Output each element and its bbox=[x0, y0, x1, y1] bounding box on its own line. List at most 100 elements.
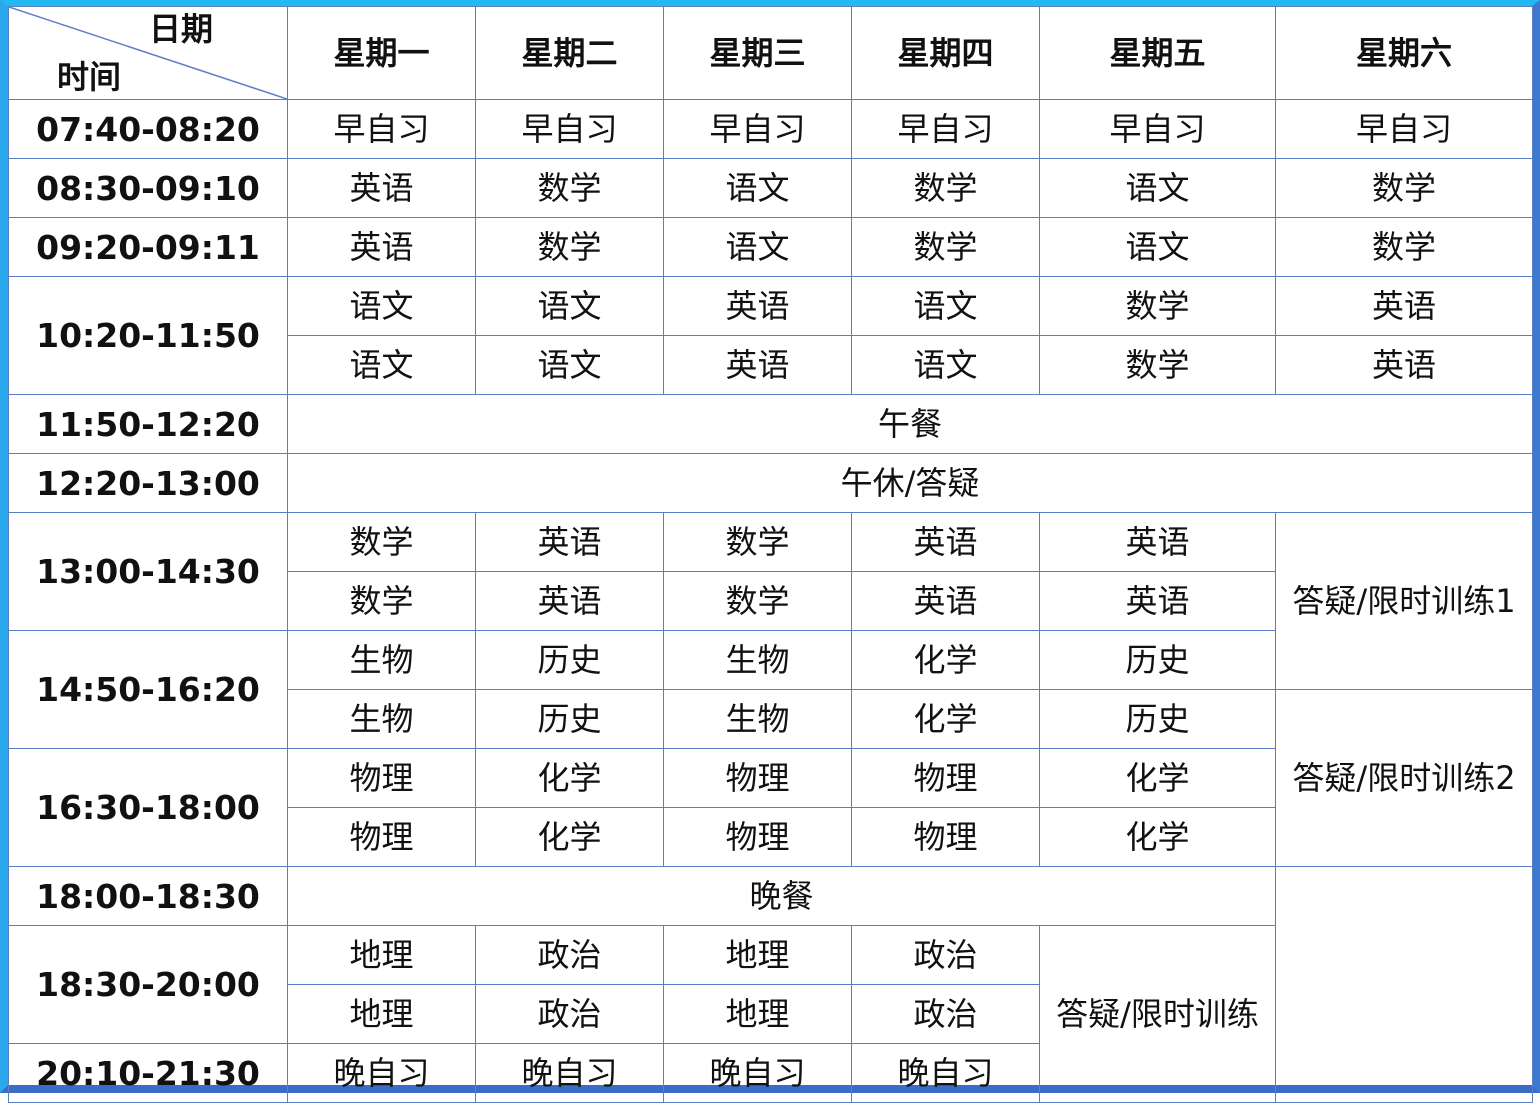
schedule-row: 14:50-16:20 生物 历史 生物 化学 历史 bbox=[8, 630, 1533, 749]
class-cell: 物理 bbox=[287, 807, 476, 867]
class-cell: 化学 bbox=[1039, 748, 1276, 808]
class-cell: 化学 bbox=[1039, 807, 1276, 867]
class-cell: 晚自习 bbox=[851, 1043, 1040, 1103]
class-cell: 数学 bbox=[287, 571, 476, 631]
class-cell: 晚自习 bbox=[287, 1043, 476, 1103]
class-cell: 晚自习 bbox=[475, 1043, 664, 1103]
corner-time-label: 时间 bbox=[57, 58, 122, 96]
class-cell: 地理 bbox=[287, 984, 476, 1044]
class-cell: 政治 bbox=[475, 925, 664, 985]
schedule-row: 18:00-18:30 晚餐 bbox=[8, 866, 1533, 1103]
schedule-row: 生物 历史 生物 化学 历史 答疑/限时训练2 bbox=[9, 689, 1533, 867]
corner-date-label: 日期 bbox=[149, 10, 214, 48]
class-cell: 数学 bbox=[663, 571, 852, 631]
schedule-row: 12:20-13:00 午休/答疑 bbox=[8, 453, 1533, 513]
time-slot: 09:20-09:11 bbox=[8, 217, 288, 277]
class-cell: 午餐 bbox=[287, 394, 1533, 454]
class-cell: 早自习 bbox=[663, 99, 852, 159]
class-cell: 化学 bbox=[475, 807, 664, 867]
class-cell bbox=[1275, 866, 1533, 1103]
class-cell: 英语 bbox=[287, 217, 476, 277]
class-cell: 物理 bbox=[851, 748, 1040, 808]
class-cell: 英语 bbox=[475, 571, 664, 631]
class-cell: 英语 bbox=[1275, 276, 1533, 336]
time-slot: 18:00-18:30 bbox=[8, 866, 288, 926]
time-slot: 14:50-16:20 bbox=[8, 630, 288, 749]
class-cell: 数学 bbox=[475, 217, 664, 277]
time-slot: 11:50-12:20 bbox=[8, 394, 288, 454]
class-cell: 英语 bbox=[287, 158, 476, 218]
class-cell: 地理 bbox=[663, 925, 852, 985]
class-cell: 晚自习 bbox=[663, 1043, 852, 1103]
class-cell: 早自习 bbox=[1039, 99, 1276, 159]
header-row: 日期 时间 星期一 星期二 星期三 星期四 星期五 星期六 bbox=[8, 6, 1533, 100]
class-cell: 英语 bbox=[1275, 335, 1533, 395]
class-cell: 语文 bbox=[1039, 217, 1276, 277]
time-slot: 10:20-11:50 bbox=[8, 276, 288, 395]
class-cell: 语文 bbox=[475, 276, 664, 336]
class-cell: 语文 bbox=[663, 158, 852, 218]
class-cell: 语文 bbox=[287, 335, 476, 395]
class-cell: 数学 bbox=[475, 158, 664, 218]
class-cell: 英语 bbox=[1039, 571, 1276, 631]
class-cell: 晚餐 bbox=[287, 866, 1276, 926]
class-cell: 英语 bbox=[663, 276, 852, 336]
day-header: 星期四 bbox=[851, 6, 1040, 100]
schedule-row: 18:30-20:00 地理 政治 地理 政治 答疑/限时训练 bbox=[8, 925, 1533, 1103]
time-slot: 18:30-20:00 bbox=[8, 925, 288, 1044]
class-cell: 语文 bbox=[475, 335, 664, 395]
class-cell: 物理 bbox=[663, 748, 852, 808]
time-slot: 16:30-18:00 bbox=[8, 748, 288, 867]
day-header: 星期三 bbox=[663, 6, 852, 100]
class-cell: 答疑/限时训练 bbox=[1039, 925, 1276, 1103]
day-header: 星期二 bbox=[475, 6, 664, 100]
class-cell: 物理 bbox=[851, 807, 1040, 867]
schedule-row: 07:40-08:20 早自习 早自习 早自习 早自习 早自习 早自习 bbox=[8, 99, 1533, 159]
class-cell: 生物 bbox=[663, 630, 852, 690]
class-cell: 地理 bbox=[663, 984, 852, 1044]
class-cell: 生物 bbox=[287, 630, 476, 690]
class-cell: 物理 bbox=[663, 807, 852, 867]
class-cell: 政治 bbox=[475, 984, 664, 1044]
class-cell: 数学 bbox=[851, 158, 1040, 218]
class-cell: 数学 bbox=[1275, 158, 1533, 218]
class-cell: 英语 bbox=[663, 335, 852, 395]
schedule-row: 数学 英语 数学 英语 英语 bbox=[9, 571, 1533, 631]
class-cell: 历史 bbox=[1039, 630, 1276, 690]
time-slot: 07:40-08:20 bbox=[8, 99, 288, 159]
class-cell: 英语 bbox=[475, 512, 664, 572]
class-cell: 语文 bbox=[1039, 158, 1276, 218]
class-cell: 化学 bbox=[475, 748, 664, 808]
class-cell: 历史 bbox=[475, 689, 664, 749]
class-cell: 早自习 bbox=[851, 99, 1040, 159]
schedule-row: 13:00-14:30 数学 英语 数学 英语 英语 答疑/限时训练1 bbox=[8, 512, 1533, 690]
day-header: 星期五 bbox=[1039, 6, 1276, 100]
class-cell: 答疑/限时训练2 bbox=[1275, 689, 1533, 867]
class-cell: 数学 bbox=[1039, 335, 1276, 395]
class-cell: 数学 bbox=[1275, 217, 1533, 277]
class-cell: 早自习 bbox=[1275, 99, 1533, 159]
day-header: 星期六 bbox=[1275, 6, 1533, 100]
class-cell: 历史 bbox=[475, 630, 664, 690]
time-slot: 13:00-14:30 bbox=[8, 512, 288, 631]
class-cell: 早自习 bbox=[475, 99, 664, 159]
class-cell: 英语 bbox=[851, 512, 1040, 572]
schedule-row: 09:20-09:11 英语 数学 语文 数学 语文 数学 bbox=[8, 217, 1533, 277]
timetable: 日期 时间 星期一 星期二 星期三 星期四 星期五 星期六 07:40-08:2… bbox=[8, 6, 1533, 1103]
class-cell: 英语 bbox=[1039, 512, 1276, 572]
class-cell: 政治 bbox=[851, 925, 1040, 985]
time-slot: 12:20-13:00 bbox=[8, 453, 288, 513]
class-cell: 数学 bbox=[663, 512, 852, 572]
time-slot: 08:30-09:10 bbox=[8, 158, 288, 218]
class-cell: 英语 bbox=[851, 571, 1040, 631]
class-cell: 午休/答疑 bbox=[287, 453, 1533, 513]
class-cell: 早自习 bbox=[287, 99, 476, 159]
class-cell: 语文 bbox=[851, 335, 1040, 395]
class-cell: 答疑/限时训练1 bbox=[1275, 512, 1533, 690]
class-cell: 生物 bbox=[663, 689, 852, 749]
schedule-row: 10:20-11:50 语文 语文 英语 语文 数学 英语 bbox=[8, 276, 1533, 395]
time-slot: 20:10-21:30 bbox=[8, 1043, 288, 1103]
class-cell: 数学 bbox=[1039, 276, 1276, 336]
class-cell: 物理 bbox=[287, 748, 476, 808]
